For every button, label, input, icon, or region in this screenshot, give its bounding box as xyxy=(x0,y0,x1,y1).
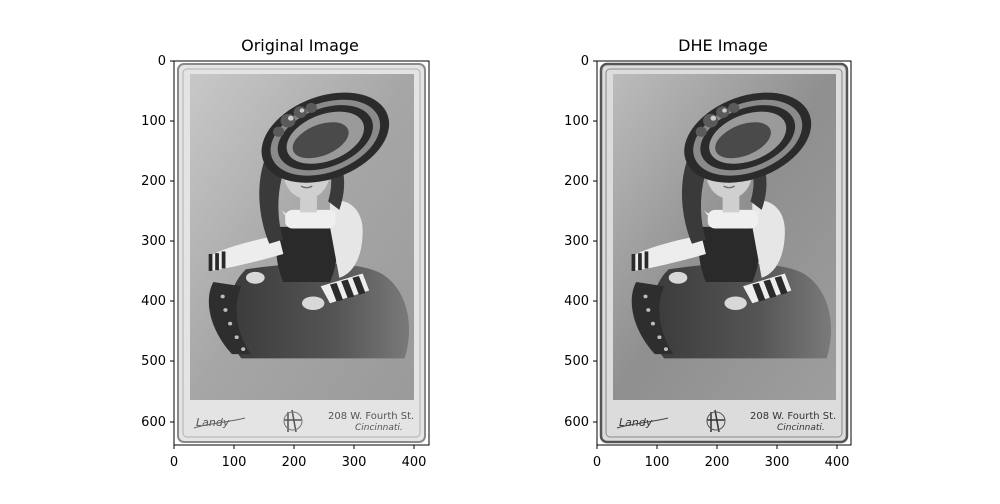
left-y-tick: 500 xyxy=(141,354,174,369)
right-axes-frame xyxy=(596,60,852,446)
left-x-axis: 0 100 200 300 400 xyxy=(170,445,427,470)
left-y-tick: 100 xyxy=(141,114,174,129)
left-panel-title: Original Image xyxy=(241,36,359,55)
right-x-tick: 300 xyxy=(765,445,790,470)
right-x-tick: 100 xyxy=(645,445,670,470)
left-x-tick: 100 xyxy=(222,445,247,470)
left-x-tick-label: 300 xyxy=(342,455,367,470)
right-x-tick-label: 200 xyxy=(705,455,730,470)
right-y-tick: 200 xyxy=(564,174,597,189)
left-x-tick: 200 xyxy=(282,445,307,470)
left-y-tick: 600 xyxy=(141,415,174,430)
right-x-axis: 0 100 200 300 400 xyxy=(593,445,850,470)
left-y-tick: 400 xyxy=(141,294,174,309)
right-x-tick: 200 xyxy=(705,445,730,470)
right-x-tick: 0 xyxy=(593,445,601,470)
right-panel-title: DHE Image xyxy=(678,36,768,55)
left-y-tick: 200 xyxy=(141,174,174,189)
left-x-tick-label: 100 xyxy=(222,455,247,470)
left-panel: Original Image Landy 208 W. Fourth St. xyxy=(141,36,430,470)
right-x-tick-label: 300 xyxy=(765,455,790,470)
right-y-tick-label: 100 xyxy=(564,114,589,129)
right-y-axis: 0 100 200 300 400 500 600 xyxy=(564,54,597,430)
left-card-imprint: Landy 208 W. Fourth St. Cincinnati. xyxy=(193,409,414,433)
right-y-tick: 300 xyxy=(564,234,597,249)
left-x-tick: 0 xyxy=(170,445,178,470)
right-card-monogram-icon xyxy=(706,409,726,433)
right-y-tick: 100 xyxy=(564,114,597,129)
right-x-tick-label: 400 xyxy=(825,455,850,470)
right-y-tick-label: 300 xyxy=(564,234,589,249)
left-y-axis: 0 100 200 300 400 500 600 xyxy=(141,54,174,430)
right-card-address-2: Cincinnati. xyxy=(777,423,825,433)
right-y-tick: 0 xyxy=(581,54,597,69)
left-y-tick: 300 xyxy=(141,234,174,249)
right-y-tick-label: 200 xyxy=(564,174,589,189)
left-x-tick: 400 xyxy=(402,445,427,470)
right-y-tick: 600 xyxy=(564,415,597,430)
left-card-address-1: 208 W. Fourth St. xyxy=(328,411,414,422)
left-y-tick-label: 600 xyxy=(141,415,166,430)
left-y-tick-label: 100 xyxy=(141,114,166,129)
right-card-imprint: Landy 208 W. Fourth St. Cincinnati. xyxy=(616,409,836,433)
left-axes-frame xyxy=(173,60,430,446)
left-y-tick-label: 500 xyxy=(141,354,166,369)
left-y-tick-label: 300 xyxy=(141,234,166,249)
right-x-tick: 400 xyxy=(825,445,850,470)
right-panel: DHE Image Landy 208 W. Fourth St. Cincin… xyxy=(564,36,852,470)
right-x-tick-label: 100 xyxy=(645,455,670,470)
left-image: Landy 208 W. Fourth St. Cincinnati. xyxy=(173,60,430,446)
right-y-tick-label: 0 xyxy=(581,54,589,69)
left-card-address-2: Cincinnati. xyxy=(355,423,403,433)
left-y-tick-label: 400 xyxy=(141,294,166,309)
left-x-tick-label: 200 xyxy=(282,455,307,470)
right-y-tick: 400 xyxy=(564,294,597,309)
right-y-tick: 500 xyxy=(564,354,597,369)
right-image: Landy 208 W. Fourth St. Cincinnati. xyxy=(596,60,852,446)
left-y-tick: 0 xyxy=(158,54,174,69)
right-card-signature: Landy xyxy=(619,416,653,429)
right-y-tick-label: 500 xyxy=(564,354,589,369)
left-y-tick-label: 200 xyxy=(141,174,166,189)
right-y-tick-label: 400 xyxy=(564,294,589,309)
left-x-tick: 300 xyxy=(342,445,367,470)
right-card-address-1: 208 W. Fourth St. xyxy=(750,411,836,422)
left-card-signature: Landy xyxy=(196,416,230,429)
left-card-monogram-icon xyxy=(283,409,303,433)
right-x-tick-label: 0 xyxy=(593,455,601,470)
left-x-tick-label: 400 xyxy=(402,455,427,470)
right-y-tick-label: 600 xyxy=(564,415,589,430)
left-x-tick-label: 0 xyxy=(170,455,178,470)
left-y-tick-label: 0 xyxy=(158,54,166,69)
